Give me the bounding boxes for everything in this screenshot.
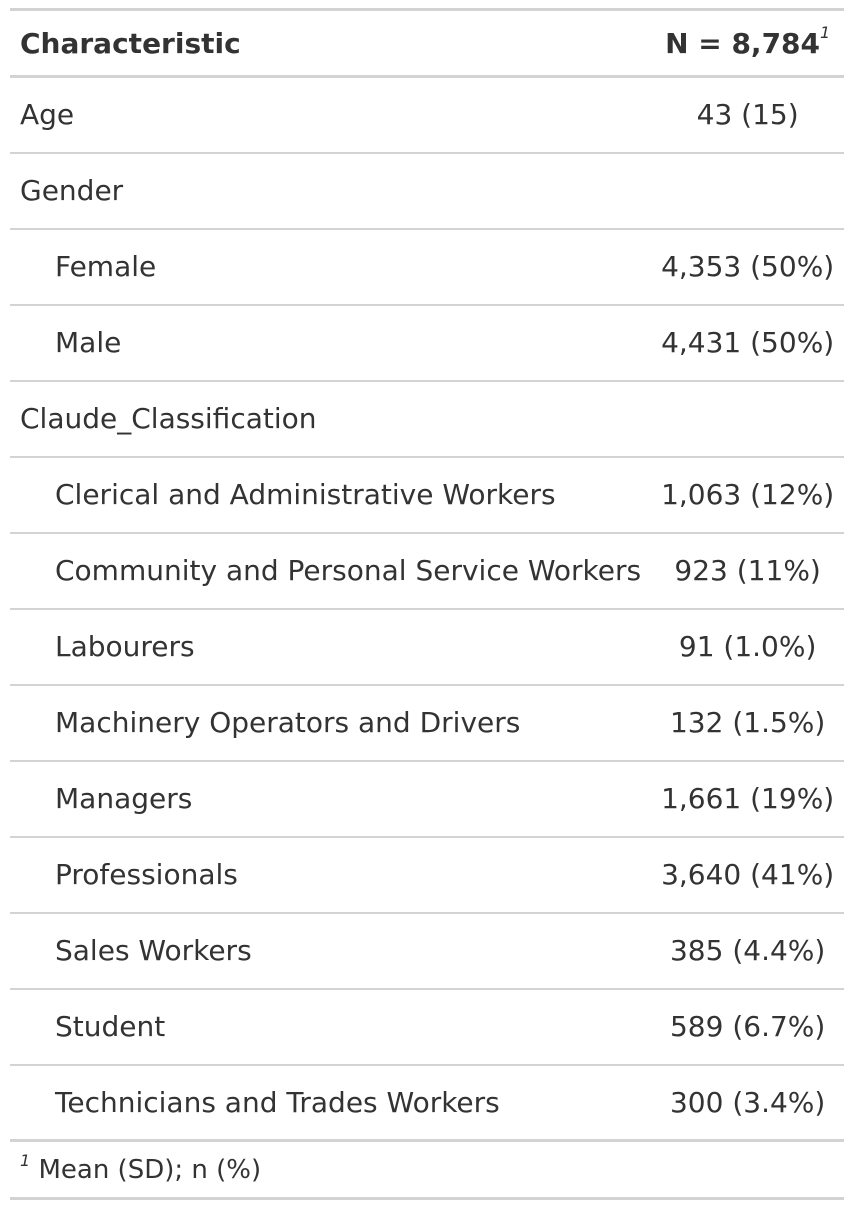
footnote: 1 Mean (SD); n (%)	[10, 1141, 844, 1199]
row-value: 1,063 (12%)	[661, 478, 835, 511]
row-value: 132 (1.5%)	[669, 706, 826, 739]
table-body: Age 43 (15) Gender Female 4,353 (50%) Ma…	[10, 77, 845, 1141]
table-row: Student 589 (6.7%)	[10, 989, 845, 1065]
table-row: Machinery Operators and Drivers 132 (1.5…	[10, 685, 845, 761]
row-value: 91 (1.0%)	[678, 630, 817, 663]
header-row: Characteristic N = 8,7841	[10, 10, 845, 77]
summary-table: Characteristic N = 8,7841 Age 43 (15) Ge…	[10, 8, 845, 1200]
table-row: Community and Personal Service Workers 9…	[10, 533, 845, 609]
table-row: Male 4,431 (50%)	[10, 305, 845, 381]
row-value: 589 (6.7%)	[669, 1010, 826, 1043]
footnote-text: Mean (SD); n (%)	[38, 1154, 262, 1185]
row-value: 4,353 (50%)	[661, 250, 835, 283]
table-row: Gender	[10, 153, 845, 229]
table-row: Managers 1,661 (19%)	[10, 761, 845, 837]
row-label: Student	[55, 1010, 166, 1043]
table-footer: 1 Mean (SD); n (%)	[10, 1141, 844, 1199]
row-value: 923 (11%)	[674, 554, 821, 587]
row-value: 300 (3.4%)	[669, 1085, 826, 1119]
row-label: Age	[20, 98, 75, 132]
row-value: 43 (15)	[696, 98, 799, 132]
row-label: Female	[55, 250, 157, 283]
row-label: Clerical and Administrative Workers	[55, 478, 556, 511]
table-row: Female 4,353 (50%)	[10, 229, 845, 305]
header-characteristic-label: Characteristic	[20, 26, 241, 60]
table-row: Labourers 91 (1.0%)	[10, 609, 845, 685]
header-n: N = 8,7841	[651, 10, 844, 77]
row-value: 385 (4.4%)	[669, 934, 826, 967]
header-characteristic: Characteristic	[10, 10, 651, 77]
row-label: Gender	[20, 174, 124, 207]
row-label: Labourers	[55, 630, 195, 663]
table-row: Professionals 3,640 (41%)	[10, 837, 845, 913]
row-value	[651, 381, 844, 457]
table-header: Characteristic N = 8,7841	[10, 10, 845, 77]
table-row: Claude_Classification	[10, 381, 845, 457]
header-footnote-mark: 1	[820, 22, 831, 42]
row-label: Sales Workers	[55, 934, 252, 967]
row-value: 1,661 (19%)	[661, 782, 835, 815]
footnote-mark: 1	[20, 1150, 31, 1170]
table-row: Age 43 (15)	[10, 77, 845, 153]
row-label: Male	[55, 326, 122, 359]
row-value: 4,431 (50%)	[661, 326, 835, 359]
row-label: Community and Personal Service Workers	[55, 554, 642, 587]
footnote-row: 1 Mean (SD); n (%)	[10, 1141, 844, 1199]
summary-table-container: Characteristic N = 8,7841 Age 43 (15) Ge…	[10, 8, 845, 1200]
row-value: 3,640 (41%)	[661, 858, 835, 891]
row-label: Machinery Operators and Drivers	[55, 706, 521, 739]
table-row: Sales Workers 385 (4.4%)	[10, 913, 845, 989]
row-label: Managers	[55, 782, 193, 815]
row-label: Professionals	[55, 858, 238, 891]
row-value	[651, 153, 844, 229]
header-n-label: N = 8,784	[665, 26, 821, 60]
table-row: Technicians and Trades Workers 300 (3.4%…	[10, 1065, 845, 1141]
row-label: Claude_Classification	[20, 402, 317, 435]
row-label: Technicians and Trades Workers	[55, 1085, 500, 1119]
table-row: Clerical and Administrative Workers 1,06…	[10, 457, 845, 533]
